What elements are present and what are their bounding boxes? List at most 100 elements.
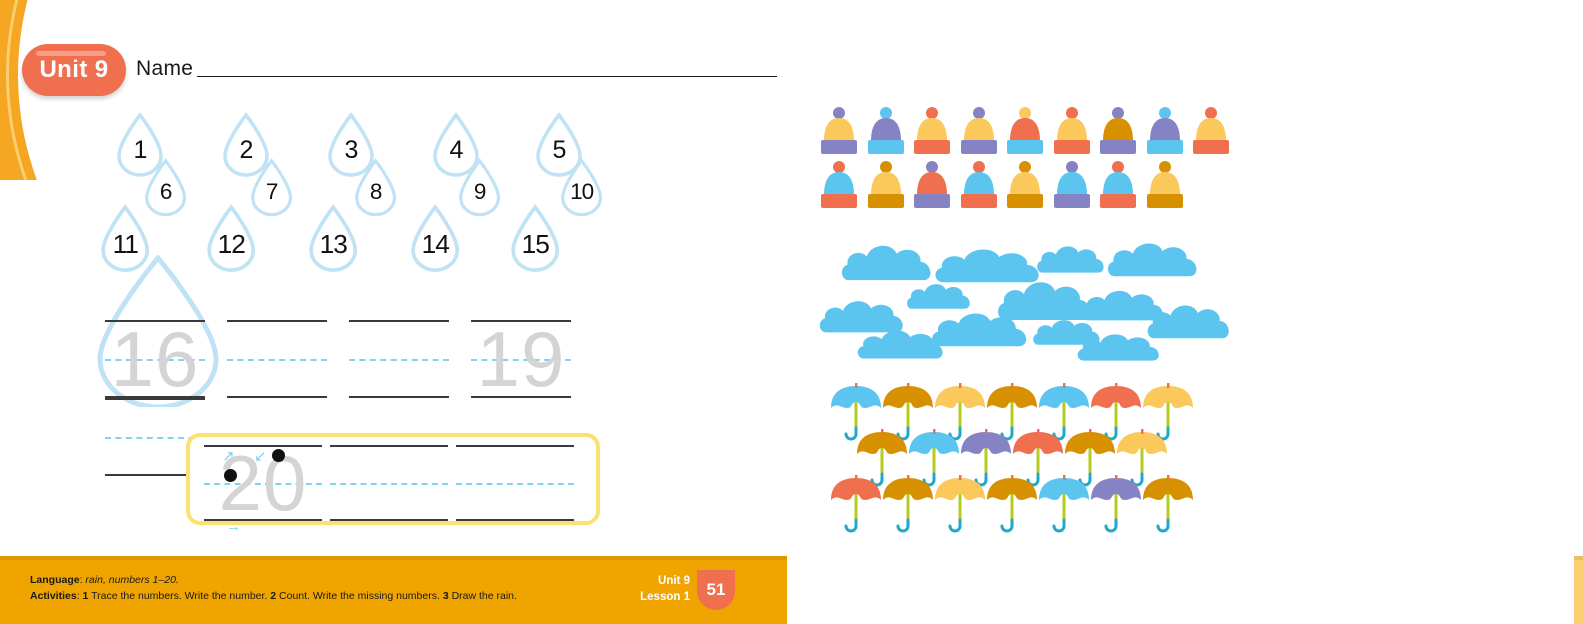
raindrop: 11 <box>100 204 150 273</box>
umbrella-icon <box>881 474 935 536</box>
trace-slot-l1[interactable]: 16 <box>105 320 205 398</box>
footer-divider <box>1574 556 1583 560</box>
cloud-icon <box>1031 316 1103 346</box>
stroke-arrow-down: ↙ <box>254 448 267 465</box>
right-page: Name 201713 Language: hats, clouds, umbr… <box>787 0 1583 624</box>
raindrop-number: 8 <box>369 179 383 205</box>
trace-slot-l2[interactable] <box>227 320 327 398</box>
trace-bottom-rule <box>456 519 574 521</box>
hat-icon <box>910 159 954 211</box>
raindrop: 10 <box>560 158 603 217</box>
highlighted-trace-box[interactable]: 20 ↗ ↙ → <box>186 433 600 535</box>
umbrella-icon <box>829 474 883 536</box>
trace-ghost-number: 20 <box>218 439 308 527</box>
trace-slot-y2[interactable] <box>330 445 448 521</box>
trace-bottom-rule <box>471 396 571 398</box>
cloud-icon <box>995 276 1095 322</box>
raindrop-number: 7 <box>265 179 279 205</box>
raindrop-number: 12 <box>217 229 246 260</box>
trace-top-rule <box>349 320 449 322</box>
hat-icon <box>1189 105 1233 157</box>
name-write-line[interactable] <box>197 76 778 77</box>
hat-icon <box>1143 105 1187 157</box>
unit-badge-label: Unit 9 <box>39 56 109 83</box>
clouds-illustration-group <box>817 232 1237 361</box>
footer-activity-number: 3 <box>442 590 449 603</box>
umbrella-icon <box>1037 474 1091 536</box>
hat-icon <box>957 105 1001 157</box>
umbrella-icon <box>1141 474 1195 536</box>
footer-activity-text: Count. Write the missing numbers. <box>276 590 443 603</box>
page-marker-left: Unit 9 Lesson 1 51 <box>640 556 745 624</box>
raindrop-number-group: 1 2 3 4 5 6 7 8 9 10 11 12 13 14 15 <box>92 112 712 272</box>
umbrella-icon <box>959 428 1013 490</box>
hat-icon <box>1143 159 1187 211</box>
raindrop: 15 <box>510 204 560 273</box>
large-raindrop-outline <box>97 255 219 407</box>
hat-icon <box>817 159 861 211</box>
page-number-left: 51 <box>697 570 735 610</box>
raindrop-number: 1 <box>133 136 148 164</box>
umbrella-icon <box>1089 382 1143 444</box>
umbrella-icon <box>933 474 987 536</box>
raindrop: 8 <box>354 158 397 217</box>
footer-divider <box>0 556 787 560</box>
cloud-icon <box>855 326 947 360</box>
footer-notes-left: Language: rain, numbers 1–20. Activities:… <box>30 572 517 605</box>
raindrop-number: 6 <box>159 179 173 205</box>
trace-slot-l5[interactable] <box>105 398 205 476</box>
name-label: Name <box>136 57 194 80</box>
hat-icon <box>1096 105 1140 157</box>
raindrop-number: 3 <box>344 136 359 164</box>
trace-slot-y1[interactable]: 20 ↗ ↙ → <box>204 444 322 535</box>
name-field-left[interactable]: Name <box>136 57 778 80</box>
footer-activity-number: 1 <box>82 590 89 603</box>
hat-icon <box>864 105 908 157</box>
umbrella-icon <box>1115 428 1169 490</box>
trace-ghost-number: 16 <box>110 315 200 403</box>
raindrop-number: 4 <box>449 136 464 164</box>
footer-activity-number: 2 <box>270 590 277 603</box>
trace-bottom-rule <box>105 474 205 476</box>
footer-activities-label: Activities <box>30 590 77 603</box>
umbrella-icon <box>855 428 909 490</box>
trace-ghost-number: 19 <box>476 315 566 403</box>
raindrop: 2 <box>222 112 270 178</box>
trace-slot-l4[interactable]: 19 <box>471 320 571 398</box>
trace-slot-y3[interactable] <box>456 445 574 521</box>
umbrella-icon <box>881 382 935 444</box>
raindrop: 1 <box>116 112 164 178</box>
cloud-icon <box>1079 286 1167 322</box>
stroke-start-dot-1 <box>224 469 237 482</box>
raindrop: 4 <box>432 112 480 178</box>
trace-mid-dashed <box>456 483 574 485</box>
cloud-icon <box>1105 238 1201 278</box>
umbrella-icon <box>985 474 1039 536</box>
raindrop-number: 10 <box>570 179 594 205</box>
footer-activity-text: Draw the rain. <box>448 590 517 603</box>
trace-line-row-1[interactable]: 16 19 <box>105 320 705 476</box>
umbrella-icon <box>1089 474 1143 536</box>
footer-language-label: Language <box>30 574 80 586</box>
unit-badge: Unit 9 <box>22 44 126 96</box>
trace-slot-l3[interactable] <box>349 320 449 398</box>
trace-top-rule <box>456 445 574 447</box>
orange-corner-arc <box>0 0 787 180</box>
cloud-icon <box>932 244 1044 284</box>
footer-language-text: rain, numbers 1–20. <box>82 574 179 586</box>
umbrella-icon <box>933 382 987 444</box>
raindrop: 3 <box>327 112 375 178</box>
trace-top-rule <box>105 398 205 400</box>
trace-bottom-rule <box>330 519 448 521</box>
cloud-icon <box>1075 330 1163 362</box>
hat-icon <box>1050 105 1094 157</box>
left-page: Unit 9 Name 1 2 3 4 5 6 7 8 9 10 11 12 13 14 15 16 19 2… <box>0 0 787 624</box>
umbrella-icon <box>1037 382 1091 444</box>
footer-activities-line: Activities: 1 Trace the numbers. Write t… <box>30 590 517 603</box>
hat-icon <box>864 159 908 211</box>
trace-bottom-rule <box>204 519 322 521</box>
trace-mid-dashed <box>330 483 448 485</box>
raindrop: 7 <box>250 158 293 217</box>
trace-line-row-2[interactable]: 20 ↗ ↙ → <box>204 444 594 535</box>
